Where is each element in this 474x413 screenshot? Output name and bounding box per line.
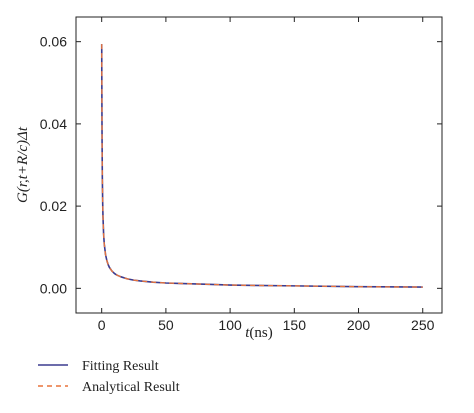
y-tick-label: 0.00 — [40, 280, 67, 296]
plot-frame — [75, 16, 443, 314]
x-axis-title-unit: (ns) — [249, 325, 272, 341]
y-axis-title: G(r,t+R/c)Δt — [15, 126, 31, 203]
x-tick-label: 250 — [411, 317, 435, 333]
x-axis-title-italic: t — [245, 325, 250, 341]
x-tick-label: 0 — [98, 317, 106, 333]
x-tick-label: 150 — [283, 317, 307, 333]
legend: Fitting Result Analytical Result — [38, 359, 180, 395]
series-line-analytical-result — [101, 44, 423, 288]
series-layer — [100, 44, 423, 288]
y-tick-label: 0.06 — [40, 34, 67, 50]
x-tick-label: 50 — [158, 317, 174, 333]
x-axis-title: t(ns) — [245, 325, 273, 341]
x-tick-label: 200 — [347, 317, 371, 333]
tick-labels: 0 50 100 150 200 250 0.00 0.02 0.04 0.06 — [40, 34, 435, 333]
legend-label-analytical-result: Analytical Result — [82, 380, 180, 395]
legend-label-fitting-result: Fitting Result — [82, 359, 159, 374]
series-line-fitting-result — [100, 44, 423, 288]
x-tick-label: 100 — [218, 317, 242, 333]
y-tick-label: 0.04 — [40, 116, 67, 132]
y-tick-label: 0.02 — [40, 198, 67, 214]
ticks — [76, 17, 442, 313]
